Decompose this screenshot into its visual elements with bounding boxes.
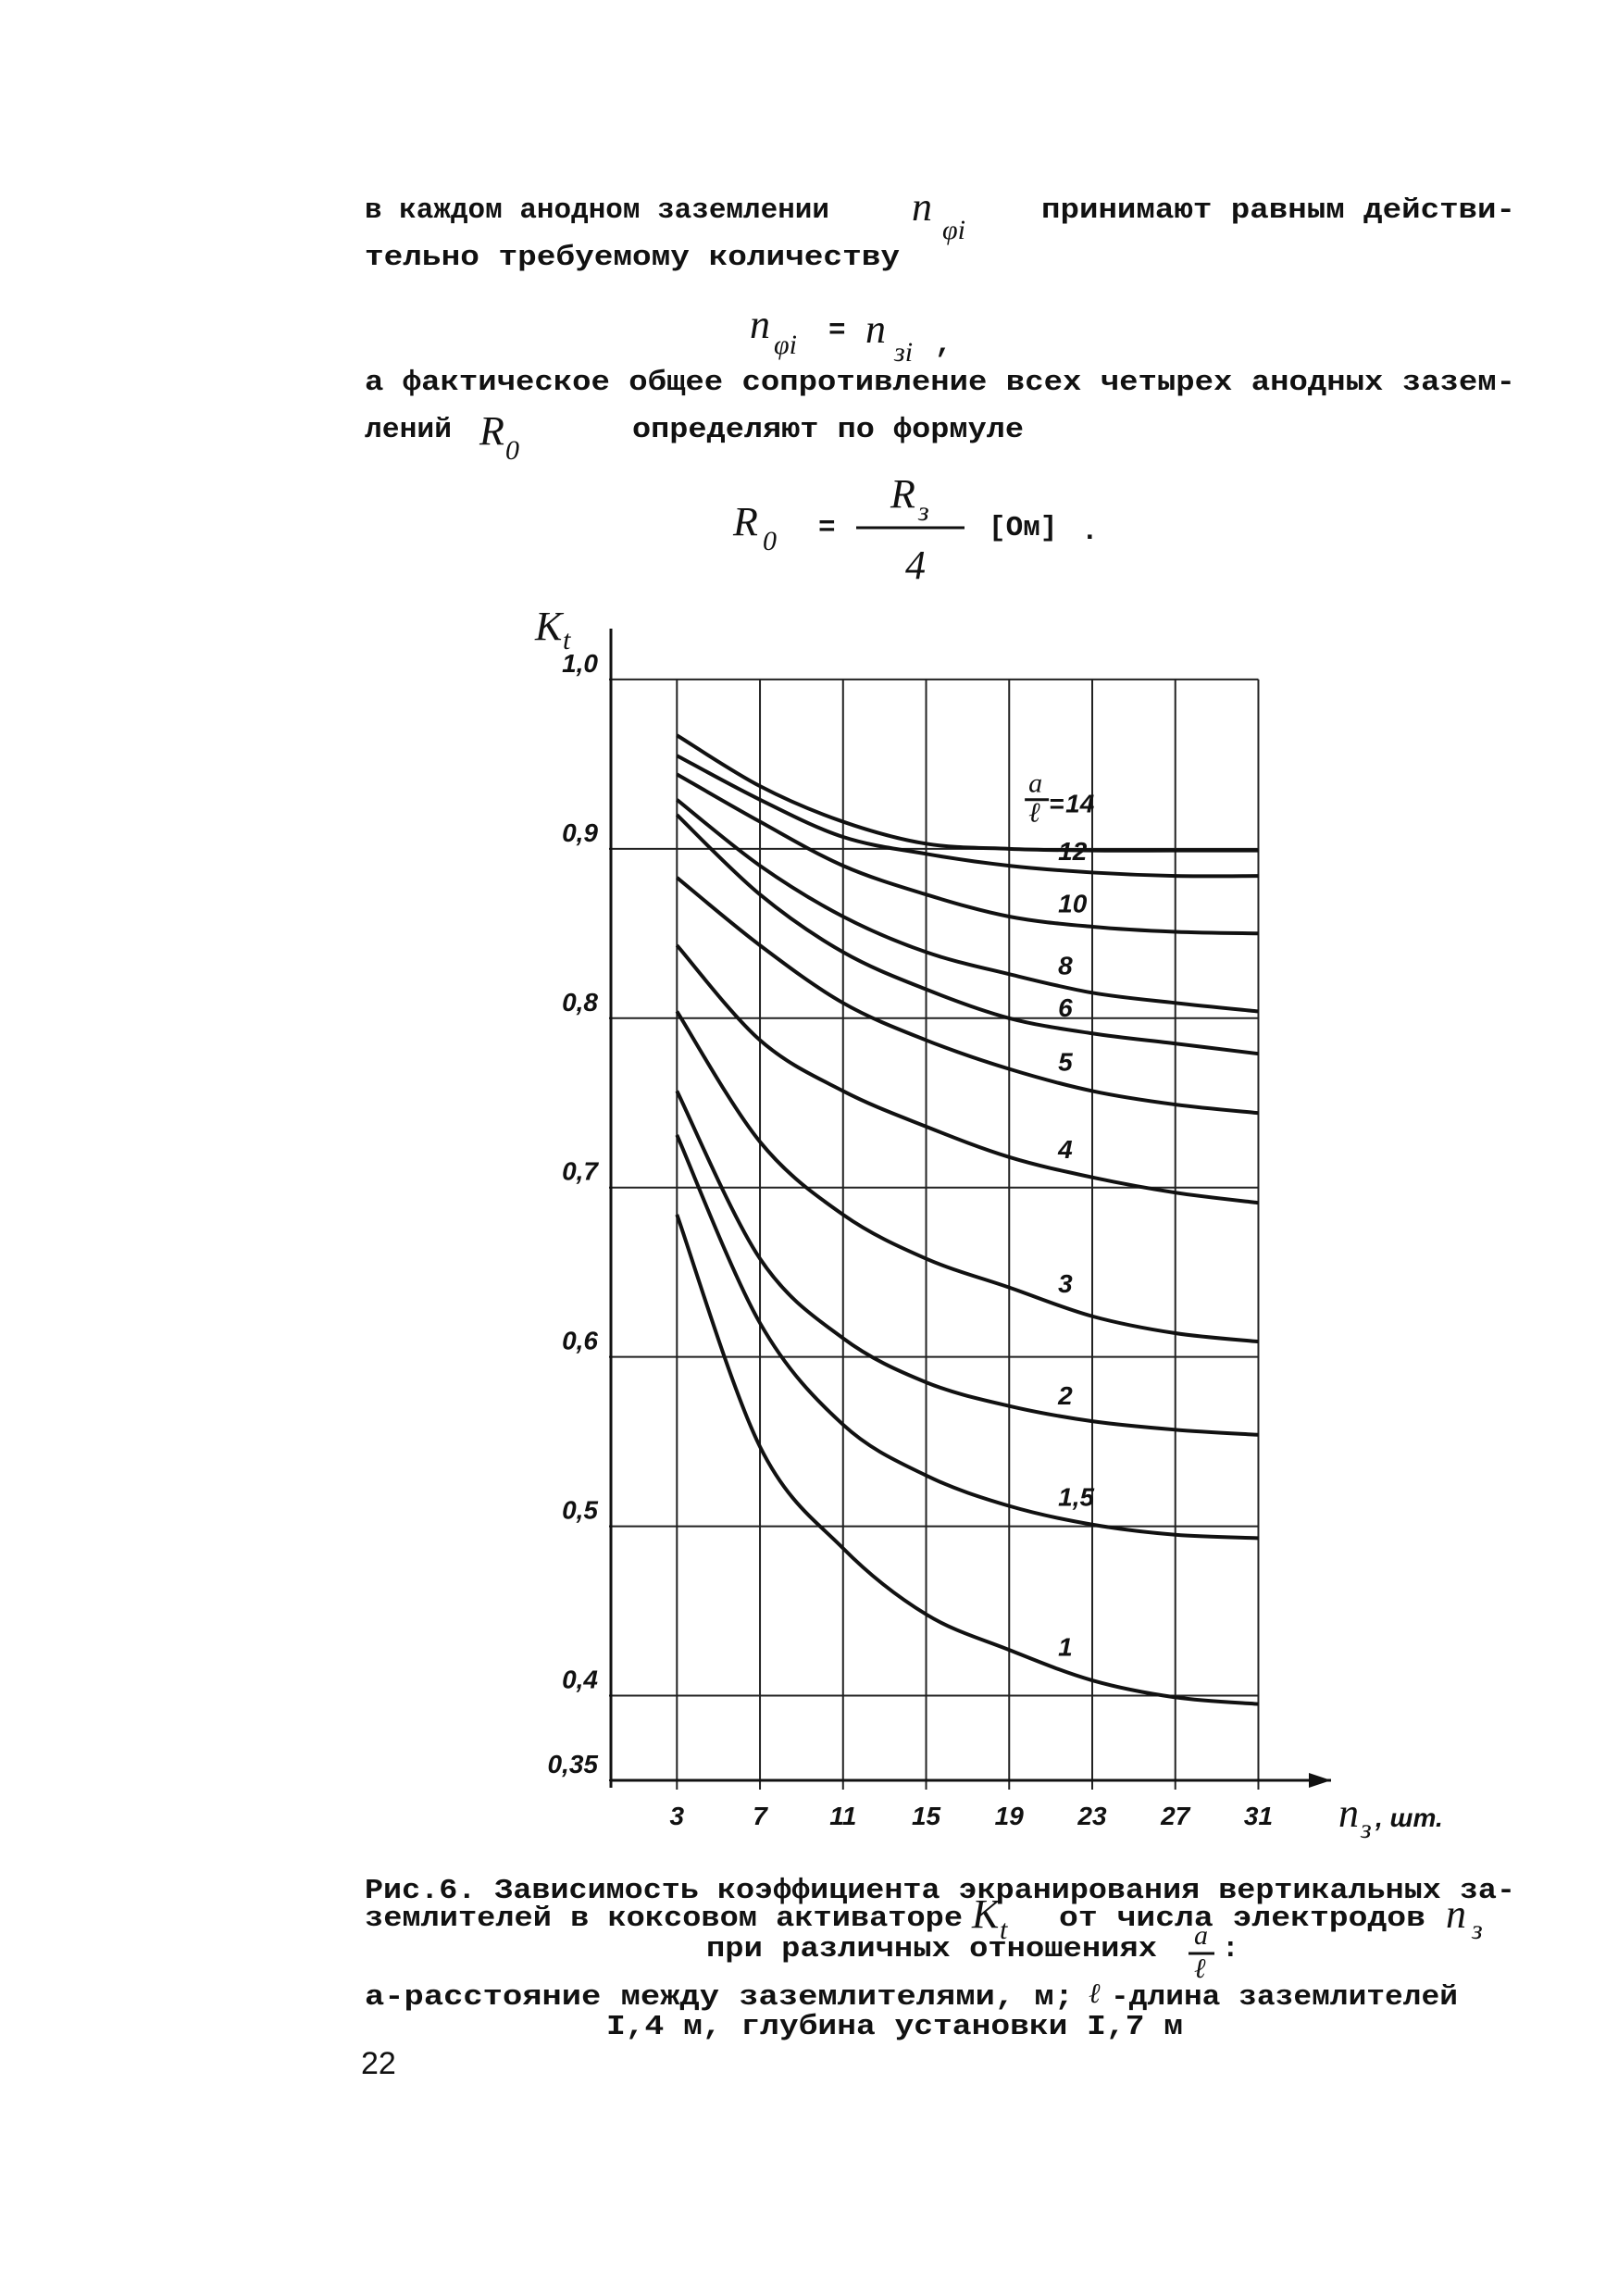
- caption-symbol: n: [1446, 1891, 1466, 1937]
- y-tick-label: 0,8: [562, 988, 598, 1017]
- caption: :: [1222, 1933, 1239, 1965]
- curve: [675, 813, 1259, 1056]
- curve-label: 1: [1058, 1633, 1073, 1662]
- caption-ratio-num: a: [1194, 1920, 1208, 1951]
- ratio-sign: =: [1049, 790, 1064, 818]
- curve-label: 8: [1058, 951, 1073, 980]
- caption-sub: t: [1000, 1915, 1008, 1945]
- curve: [676, 876, 1259, 1116]
- y-tick-label: 0,35: [548, 1750, 599, 1778]
- curve: [676, 754, 1259, 879]
- symbol-sub: 0: [505, 435, 519, 466]
- chart: 0,350,40,50,60,70,80,91,03 7 11 15 19 23 27 31K…: [534, 604, 1443, 1844]
- x-tick-label: 7: [753, 1802, 768, 1830]
- symbol: n: [912, 184, 932, 230]
- caption: при различных отношениях: [706, 1933, 1157, 1965]
- text: в каждом анодном заземлении: [365, 194, 829, 227]
- caption-ratio-den: ℓ: [1194, 1953, 1206, 1984]
- x-tick-label: 15: [912, 1802, 941, 1830]
- formula-symbol: n: [865, 306, 886, 352]
- x-tick-label: 11: [829, 1802, 856, 1830]
- curve-label: 5: [1058, 1048, 1073, 1077]
- caption: землителей в коксовом активаторе: [365, 1903, 963, 1935]
- caption: от числа электродов: [1059, 1903, 1425, 1935]
- curve-label: 2: [1057, 1381, 1073, 1410]
- text: тельно требуемому количеству: [365, 242, 900, 274]
- text: лений: [365, 414, 452, 446]
- y-axis-label-sub: t: [563, 625, 571, 655]
- formula-sign: =: [818, 512, 836, 544]
- formula-sign: .: [1081, 516, 1099, 548]
- formula-sub: 0: [763, 526, 777, 556]
- curve: [676, 772, 1259, 936]
- formula-unit: [Ом]: [989, 512, 1057, 544]
- curve: [675, 1134, 1259, 1541]
- caption-sub: з: [1471, 1915, 1483, 1945]
- ratio-den: ℓ: [1028, 798, 1040, 829]
- curve: [675, 1090, 1259, 1437]
- text: а фактическое общее сопротивление всех ч…: [365, 367, 1515, 399]
- formula-sign: ,: [935, 329, 952, 361]
- curve-label: 3: [1058, 1269, 1073, 1298]
- caption: Рис.6. Зависимость коэффициента экраниро…: [365, 1875, 1515, 1907]
- x-axis-label-suffix: , шт.: [1375, 1803, 1443, 1832]
- formula-sub: з: [917, 496, 929, 527]
- formula-sub: зi: [893, 337, 913, 368]
- text: принимают равным действи-: [1041, 194, 1515, 227]
- text: определяют по формуле: [632, 414, 1024, 446]
- y-axis-label: K: [534, 604, 565, 649]
- symbol-sub: φi: [942, 215, 965, 245]
- curve-label: 6: [1058, 993, 1073, 1022]
- x-tick-label: 31: [1244, 1802, 1273, 1830]
- curve-label: 1,5: [1058, 1483, 1094, 1512]
- x-tick-label: 27: [1160, 1802, 1191, 1830]
- y-tick-label: 0,9: [562, 818, 598, 847]
- formula-sign: =: [828, 315, 846, 347]
- x-axis-arrow: [1309, 1773, 1331, 1788]
- y-tick-label: 0,5: [562, 1496, 598, 1525]
- x-tick-label: 23: [1077, 1802, 1107, 1830]
- y-tick-label: 1,0: [562, 649, 598, 678]
- curve: [675, 1010, 1259, 1344]
- x-axis-label-sub: з: [1360, 1814, 1372, 1844]
- curve-label: 12: [1058, 837, 1088, 866]
- formula-numerator: R: [890, 471, 915, 517]
- y-tick-label: 0,7: [562, 1157, 599, 1186]
- caption: а-расстояние между заземлителями, м;: [365, 1981, 1074, 2014]
- ratio-num: a: [1028, 768, 1042, 799]
- curve: [676, 798, 1259, 1014]
- curve-label: 14: [1065, 790, 1095, 818]
- formula-symbol: R: [732, 499, 758, 544]
- formula-denominator: 4: [905, 543, 926, 588]
- curve-label: 10: [1058, 889, 1088, 917]
- curve: [675, 1214, 1259, 1706]
- caption-symbol: ℓ: [1089, 1978, 1101, 2009]
- symbol: R: [479, 408, 504, 454]
- y-tick-label: 0,4: [562, 1666, 598, 1694]
- formula-sub: φi: [774, 330, 797, 360]
- x-axis-label: n: [1338, 1791, 1359, 1836]
- caption-symbol: K: [971, 1891, 1002, 1937]
- formula-symbol: n: [750, 302, 770, 347]
- curve-label: 4: [1057, 1135, 1073, 1164]
- page-number: 22: [361, 2046, 396, 2081]
- y-tick-label: 0,6: [562, 1327, 598, 1355]
- curve: [675, 943, 1259, 1205]
- x-tick-label: 19: [995, 1802, 1025, 1830]
- x-tick-label: 3: [670, 1802, 685, 1830]
- caption: -длина заземлителей: [1111, 1981, 1458, 2014]
- curve: [676, 733, 1259, 853]
- caption: I,4 м, глубина установки I,7 м: [606, 2011, 1183, 2043]
